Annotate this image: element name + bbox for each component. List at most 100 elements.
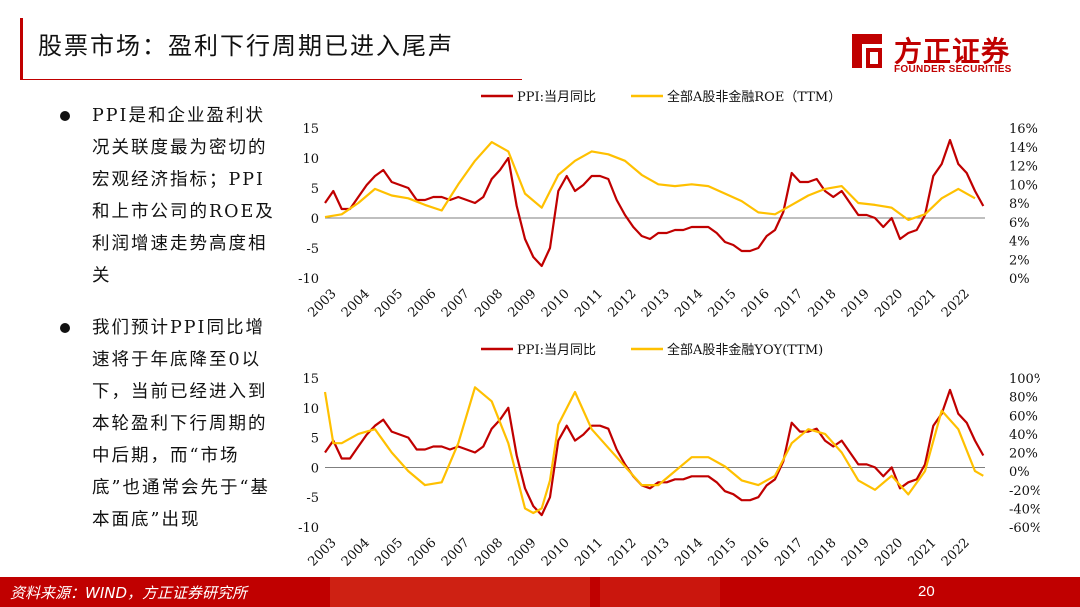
x-tick-label: 2006: [406, 536, 440, 570]
y-right-tick-label: 2%: [1009, 253, 1030, 268]
x-tick-label: 2021: [906, 287, 940, 321]
title-accent-bar: [20, 18, 523, 80]
founder-securities-logo: 方正证券 FOUNDER SECURITIES: [850, 30, 1040, 80]
title-underline: [20, 79, 522, 80]
x-tick-label: 2006: [406, 287, 440, 321]
y-left-tick-label: -10: [298, 521, 319, 536]
legend-label: 全部A股非金融YOY(TTM): [667, 342, 823, 358]
y-left-tick-label: -5: [306, 491, 319, 506]
legend-label: 全部A股非金融ROE（TTM）: [667, 89, 841, 105]
y-right-tick-label: 0%: [1009, 272, 1030, 287]
x-tick-label: 2009: [506, 536, 540, 570]
y-right-tick-label: 12%: [1009, 160, 1038, 175]
x-tick-label: 2015: [706, 287, 740, 321]
chart-ppi-yoy-svg: PPI:当月同比 全部A股非金融YOY(TTM) 15 10 5 0 -5 -10 100% 80…: [298, 342, 1040, 570]
x-tick-label: 2017: [772, 536, 806, 570]
series-line-0: [324, 388, 985, 517]
y-right-tick-label: 0%: [1009, 465, 1030, 480]
x-tick-label: 2004: [339, 536, 373, 570]
x-tick-label: 2008: [472, 287, 506, 321]
bullet-text: PPI是和企业盈利状况关联度最为密切的宏观经济指标；PPI和上市公司的ROE及利…: [92, 106, 275, 286]
legend-label: PPI:当月同比: [517, 343, 596, 358]
y-right-tick-label: 4%: [1009, 235, 1030, 250]
bullet-list: PPI是和企业盈利状况关联度最为密切的宏观经济指标；PPI和上市公司的ROE及利…: [54, 100, 284, 536]
series-line-1: [323, 386, 984, 515]
footer-source: 资料来源：WIND，方正证券研究所: [10, 584, 248, 602]
x-tick-label: 2008: [472, 536, 506, 570]
x-tick-label: 2003: [306, 287, 340, 321]
series-line-0: [324, 138, 985, 268]
x-tick-label: 2014: [672, 536, 706, 570]
bullet-item: PPI是和企业盈利状况关联度最为密切的宏观经济指标；PPI和上市公司的ROE及利…: [54, 100, 284, 292]
x-tick-label: 2013: [639, 287, 673, 321]
y-right-tick-label: 60%: [1009, 409, 1038, 424]
x-tick-label: 2020: [872, 536, 906, 570]
y-left-tick-label: 5: [311, 182, 319, 197]
y-right-tick-label: 100%: [1009, 372, 1040, 387]
x-tick-label: 2018: [806, 536, 840, 570]
y-left-tick-label: -5: [306, 242, 319, 257]
x-tick-label: 2005: [372, 287, 406, 321]
y-left-tick-label: -10: [298, 272, 319, 287]
y-left-tick-label: 10: [302, 152, 319, 167]
y-right-tick-label: 8%: [1009, 197, 1030, 212]
legend-label: PPI:当月同比: [517, 90, 596, 105]
footer-stripe: [330, 577, 590, 607]
y-left-tick-label: 15: [302, 372, 319, 387]
y-left-tick-label: 5: [311, 432, 319, 447]
bullet-dot-icon: [60, 111, 70, 121]
x-tick-label: 2015: [706, 536, 740, 570]
x-tick-label: 2010: [539, 536, 573, 570]
x-tick-label: 2022: [939, 536, 973, 570]
y-right-tick-label: 40%: [1009, 428, 1038, 443]
page-number: 20: [918, 583, 935, 600]
y-left-tick-label: 10: [302, 402, 319, 417]
bullet-item: 我们预计PPI同比增速将于年底降至0以下，当前已经进入到本轮盈利下行周期的中后期…: [54, 312, 284, 536]
page-title: 股票市场：盈利下行周期已进入尾声: [38, 32, 454, 60]
y-right-tick-label: 16%: [1009, 122, 1038, 137]
logo-text-cn: 方正证券: [894, 35, 1011, 68]
x-tick-label: 2009: [506, 287, 540, 321]
chart-ppi-roe-svg: PPI:当月同比 全部A股非金融ROE（TTM） 15 10 5 0 -5 -10 16% 14%…: [298, 89, 1038, 321]
x-tick-label: 2012: [606, 536, 640, 570]
y-right-tick-label: -20%: [1009, 484, 1040, 499]
chart-ppi-yoy: PPI:当月同比 全部A股非金融YOY(TTM) 15 10 5 0 -5 -10 100% 80…: [285, 334, 1040, 574]
y-right-tick-label: 14%: [1009, 141, 1038, 156]
y-right-tick-label: 20%: [1009, 447, 1038, 462]
x-tick-label: 2019: [839, 287, 873, 321]
x-tick-label: 2013: [639, 536, 673, 570]
x-tick-label: 2019: [839, 536, 873, 570]
bullet-dot-icon: [60, 323, 70, 333]
logo-mark-icon: [852, 34, 882, 68]
y-right-tick-label: -40%: [1009, 502, 1040, 517]
x-tick-label: 2012: [606, 287, 640, 321]
x-tick-label: 2005: [372, 536, 406, 570]
x-tick-label: 2004: [339, 287, 373, 321]
x-tick-label: 2010: [539, 287, 573, 321]
x-tick-label: 2007: [439, 536, 473, 570]
x-tick-label: 2016: [739, 287, 773, 321]
x-tick-label: 2014: [672, 287, 706, 321]
x-tick-label: 2021: [906, 536, 940, 570]
x-tick-label: 2022: [939, 287, 973, 321]
chart-ppi-roe: PPI:当月同比 全部A股非金融ROE（TTM） 15 10 5 0 -5 -10 16% 14%…: [285, 84, 1040, 334]
logo-text-en: FOUNDER SECURITIES: [894, 64, 1012, 75]
x-tick-label: 2007: [439, 287, 473, 321]
y-right-tick-label: 80%: [1009, 391, 1038, 406]
y-right-tick-label: 6%: [1009, 216, 1030, 231]
x-tick-label: 2020: [872, 287, 906, 321]
y-left-tick-label: 0: [311, 461, 319, 476]
x-tick-label: 2017: [772, 287, 806, 321]
x-tick-label: 2018: [806, 287, 840, 321]
footer-stripe: [600, 577, 720, 607]
footer-bar: 资料来源：WIND，方正证券研究所 20: [0, 577, 1080, 607]
bullet-text: 我们预计PPI同比增速将于年底降至0以下，当前已经进入到本轮盈利下行周期的中后期…: [92, 318, 270, 530]
y-left-tick-label: 0: [311, 212, 319, 227]
x-tick-label: 2011: [572, 287, 606, 321]
x-tick-label: 2003: [306, 536, 340, 570]
x-tick-label: 2011: [572, 536, 606, 570]
x-tick-label: 2016: [739, 536, 773, 570]
y-right-tick-label: 10%: [1009, 178, 1038, 193]
series-line-1: [324, 140, 976, 221]
y-left-tick-label: 15: [302, 122, 319, 137]
